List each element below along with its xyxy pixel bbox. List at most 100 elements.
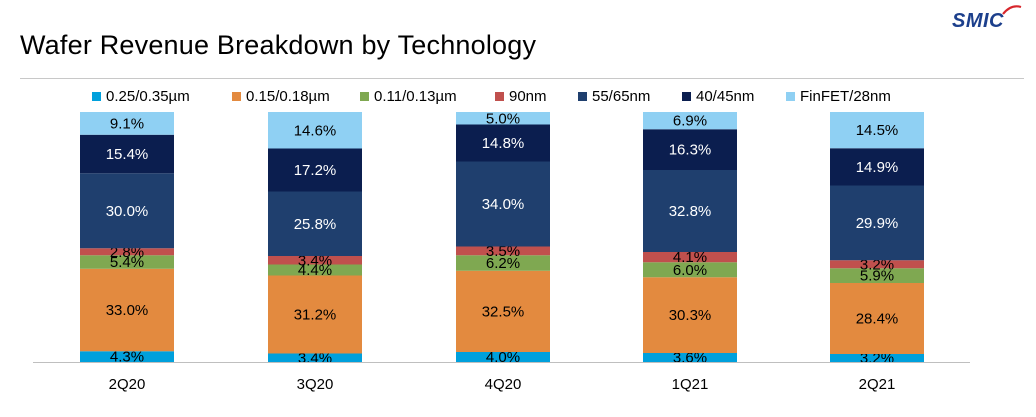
data-label: 15.4% (106, 146, 149, 163)
data-label: 5.4% (110, 254, 144, 271)
bar-segment (830, 185, 924, 261)
legend-item-6: FinFET/28nm (786, 88, 891, 105)
page-title: Wafer Revenue Breakdown by Technology (20, 30, 537, 60)
data-label: 31.2% (294, 307, 337, 324)
legend-label: 55/65nm (592, 88, 650, 105)
bar-segment (80, 112, 174, 135)
data-label: 30.3% (669, 307, 712, 324)
data-label: 30.0% (106, 203, 149, 220)
bar-segment (643, 353, 737, 362)
bar-segment (456, 161, 550, 247)
bar-segment (643, 277, 737, 353)
bar-segment (643, 252, 737, 263)
data-label: 3.5% (486, 243, 520, 260)
legend-swatch (360, 92, 369, 101)
data-label: 33.0% (106, 302, 149, 319)
bar-segment (643, 262, 737, 278)
bar-segment (456, 246, 550, 256)
bar-segment (268, 191, 362, 256)
data-label: 25.8% (294, 216, 337, 233)
data-label: 3.4% (298, 252, 332, 269)
data-label: 5.0% (486, 110, 520, 127)
data-label: 6.0% (673, 262, 707, 279)
legend-item-5: 40/45nm (682, 88, 754, 105)
bar-segment (456, 352, 550, 362)
bar-segment (830, 260, 924, 269)
bar-segment (456, 124, 550, 162)
data-label: 14.5% (856, 122, 899, 139)
legend-item-4: 55/65nm (578, 88, 650, 105)
data-label: 4.3% (110, 349, 144, 366)
bar-segment (268, 353, 362, 362)
legend-label: 0.25/0.35µm (106, 88, 190, 105)
data-label: 14.9% (856, 159, 899, 176)
legend-swatch (682, 92, 691, 101)
bar-segment (268, 264, 362, 276)
data-label: 4.1% (673, 249, 707, 266)
legend-item-0: 0.25/0.35µm (92, 88, 190, 105)
bar-segment (456, 112, 550, 125)
data-label: 34.0% (482, 196, 525, 213)
legend-label: 0.15/0.18µm (246, 88, 330, 105)
data-label: 32.8% (669, 203, 712, 220)
legend-label: 40/45nm (696, 88, 754, 105)
data-label: 17.2% (294, 162, 337, 179)
data-label: 9.1% (110, 115, 144, 132)
legend-swatch (786, 92, 795, 101)
legend-item-1: 0.15/0.18µm (232, 88, 330, 105)
legend-label: 0.11/0.13µm (374, 88, 457, 105)
legend-swatch (495, 92, 504, 101)
bar-segment (80, 255, 174, 269)
bar-segment (268, 148, 362, 192)
data-label: 3.2% (860, 256, 894, 273)
bar-segment (80, 268, 174, 352)
bar-segment (268, 256, 362, 265)
bar-segment (80, 248, 174, 256)
data-label: 6.9% (673, 113, 707, 130)
data-label: 29.9% (856, 215, 899, 232)
data-label: 4.0% (486, 349, 520, 366)
data-label: 4.4% (298, 262, 332, 279)
bar-segment (830, 148, 924, 186)
bar-segment (80, 173, 174, 249)
bar-stack-1Q21: 3.6%30.3%6.0%4.1%32.8%16.3%6.9% (643, 112, 737, 367)
legend-swatch (92, 92, 101, 101)
bar-segment (643, 129, 737, 170)
title-divider (20, 78, 1024, 79)
legend-label: FinFET/28nm (800, 88, 891, 105)
smic-logo: SMIC (952, 10, 1004, 32)
bar-segment (268, 275, 362, 354)
bar-segment (643, 170, 737, 252)
data-label: 32.5% (482, 303, 525, 320)
bar-segment (80, 351, 174, 362)
bar-segment (830, 283, 924, 354)
logo-swoosh-icon (1002, 5, 1022, 15)
legend-swatch (232, 92, 241, 101)
bar-segment (456, 270, 550, 352)
data-label: 14.6% (294, 122, 337, 139)
bar-segment (830, 268, 924, 283)
bar-stack-3Q20: 3.4%31.2%4.4%3.4%25.8%17.2%14.6% (268, 112, 362, 367)
legend-item-3: 90nm (495, 88, 547, 105)
bar-segment (830, 112, 924, 149)
x-tick-label: 4Q20 (485, 376, 522, 393)
x-tick-label: 3Q20 (297, 376, 334, 393)
data-label: 28.4% (856, 311, 899, 328)
bar-stack-2Q21: 3.2%28.4%5.9%3.2%29.9%14.9%14.5% (830, 112, 924, 367)
bar-segment (80, 134, 174, 174)
legend-swatch (578, 92, 587, 101)
legend-label: 90nm (509, 88, 547, 105)
bar-stack-4Q20: 4.0% 32.5% 6.2%3.5% 34.0% 14.8% 5.0% (456, 110, 550, 366)
legend-item-2: 0.11/0.13µm (360, 88, 457, 105)
x-tick-label: 1Q21 (672, 376, 709, 393)
bar-stack-2Q20: 4.3%33.0%5.4%2.8%30.0%15.4%9.1% (80, 112, 174, 366)
data-label: 6.2% (486, 255, 520, 272)
bar-segment (830, 354, 924, 362)
x-tick-label: 2Q20 (109, 376, 146, 393)
data-label: 5.9% (860, 268, 894, 285)
bar-segment (643, 112, 737, 130)
x-tick-label: 2Q21 (859, 376, 896, 393)
data-label: 14.8% (482, 135, 525, 152)
bar-segment (268, 112, 362, 149)
